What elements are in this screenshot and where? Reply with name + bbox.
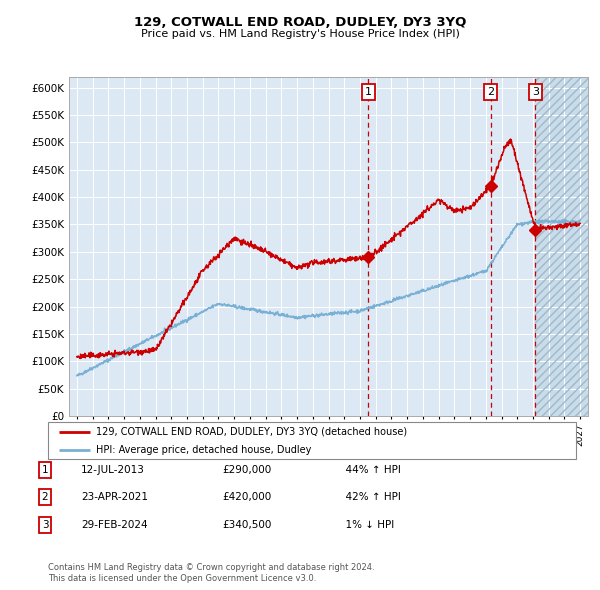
Text: HPI: Average price, detached house, Dudley: HPI: Average price, detached house, Dudl… (95, 445, 311, 455)
Text: Price paid vs. HM Land Registry's House Price Index (HPI): Price paid vs. HM Land Registry's House … (140, 30, 460, 39)
Text: 44% ↑ HPI: 44% ↑ HPI (339, 465, 401, 474)
Text: 3: 3 (41, 520, 49, 530)
Text: 129, COTWALL END ROAD, DUDLEY, DY3 3YQ (detached house): 129, COTWALL END ROAD, DUDLEY, DY3 3YQ (… (95, 427, 407, 437)
Text: £290,000: £290,000 (222, 465, 271, 474)
Text: £420,000: £420,000 (222, 493, 271, 502)
Text: 42% ↑ HPI: 42% ↑ HPI (339, 493, 401, 502)
Text: 3: 3 (532, 87, 539, 97)
Text: 23-APR-2021: 23-APR-2021 (81, 493, 148, 502)
Text: 29-FEB-2024: 29-FEB-2024 (81, 520, 148, 530)
Text: 1% ↓ HPI: 1% ↓ HPI (339, 520, 394, 530)
Bar (535, 77, 588, 416)
Text: 2: 2 (487, 87, 494, 97)
Text: 12-JUL-2013: 12-JUL-2013 (81, 465, 145, 474)
Text: 1: 1 (365, 87, 372, 97)
Text: 1: 1 (41, 465, 49, 474)
Text: This data is licensed under the Open Government Licence v3.0.: This data is licensed under the Open Gov… (48, 573, 316, 583)
Text: 129, COTWALL END ROAD, DUDLEY, DY3 3YQ: 129, COTWALL END ROAD, DUDLEY, DY3 3YQ (134, 16, 466, 29)
Text: 2: 2 (41, 493, 49, 502)
Bar (535, 77, 588, 416)
FancyBboxPatch shape (48, 422, 576, 459)
Text: £340,500: £340,500 (222, 520, 271, 530)
Text: Contains HM Land Registry data © Crown copyright and database right 2024.: Contains HM Land Registry data © Crown c… (48, 563, 374, 572)
